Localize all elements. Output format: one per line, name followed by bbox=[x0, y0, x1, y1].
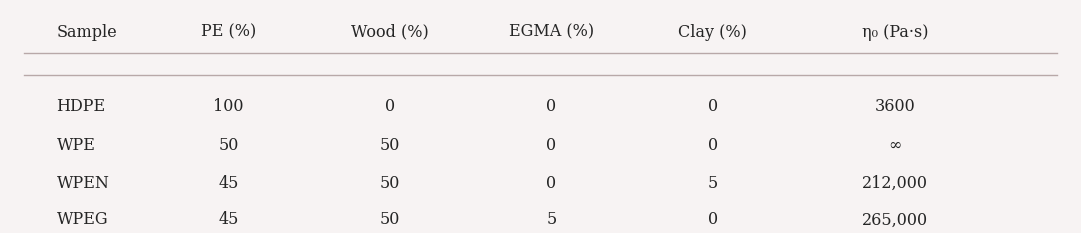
Text: Sample: Sample bbox=[56, 24, 118, 41]
Text: 50: 50 bbox=[218, 137, 239, 154]
Text: 5: 5 bbox=[546, 211, 557, 228]
Text: 45: 45 bbox=[218, 211, 239, 228]
Text: WPEG: WPEG bbox=[56, 211, 108, 228]
Text: 100: 100 bbox=[213, 98, 244, 115]
Text: 265,000: 265,000 bbox=[863, 211, 929, 228]
Text: 0: 0 bbox=[707, 137, 718, 154]
Text: 0: 0 bbox=[546, 175, 557, 192]
Text: 0: 0 bbox=[707, 98, 718, 115]
Text: 0: 0 bbox=[385, 98, 395, 115]
Text: WPE: WPE bbox=[56, 137, 95, 154]
Text: η₀ (Pa·s): η₀ (Pa·s) bbox=[863, 24, 929, 41]
Text: 50: 50 bbox=[379, 175, 400, 192]
Text: Wood (%): Wood (%) bbox=[351, 24, 429, 41]
Text: 0: 0 bbox=[707, 211, 718, 228]
Text: WPEN: WPEN bbox=[56, 175, 109, 192]
Text: 45: 45 bbox=[218, 175, 239, 192]
Text: 3600: 3600 bbox=[875, 98, 916, 115]
Text: EGMA (%): EGMA (%) bbox=[509, 24, 593, 41]
Text: ∞: ∞ bbox=[889, 137, 902, 154]
Text: 212,000: 212,000 bbox=[863, 175, 929, 192]
Text: 50: 50 bbox=[379, 211, 400, 228]
Text: 50: 50 bbox=[379, 137, 400, 154]
Text: HDPE: HDPE bbox=[56, 98, 106, 115]
Text: 0: 0 bbox=[546, 137, 557, 154]
Text: 5: 5 bbox=[707, 175, 718, 192]
Text: PE (%): PE (%) bbox=[201, 24, 256, 41]
Text: Clay (%): Clay (%) bbox=[678, 24, 747, 41]
Text: 0: 0 bbox=[546, 98, 557, 115]
